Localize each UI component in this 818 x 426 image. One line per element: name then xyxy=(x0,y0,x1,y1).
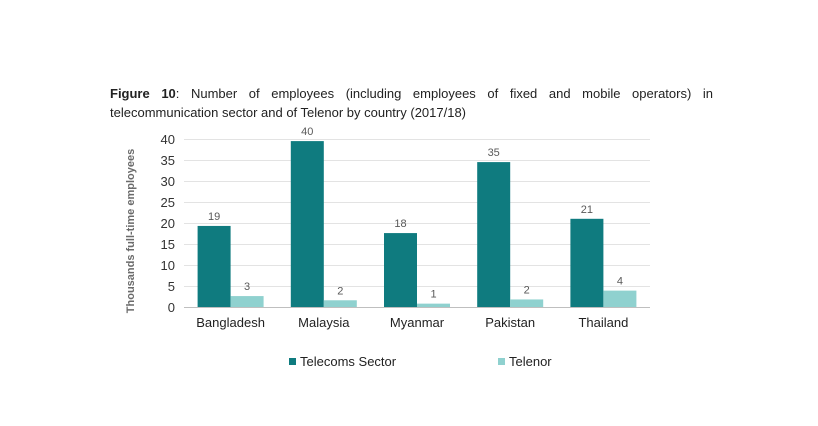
x-tick-label: Myanmar xyxy=(390,315,445,330)
bar-telenor xyxy=(603,290,637,307)
data-label: 35 xyxy=(488,147,500,159)
figure-label: Figure 10 xyxy=(110,86,176,101)
y-tick-label: 30 xyxy=(161,174,175,189)
y-tick-label: 40 xyxy=(161,132,175,147)
bar-telenor xyxy=(323,300,357,307)
x-axis-ticks: Bangladesh Malaysia Myanmar Pakistan Thailan… xyxy=(196,315,628,330)
data-label: 2 xyxy=(337,285,343,297)
legend-label: Telenor xyxy=(509,354,552,369)
legend-swatch xyxy=(289,358,296,365)
bar-telecoms-sector xyxy=(570,218,604,307)
bar-telecoms-sector xyxy=(290,141,324,307)
bar-telenor xyxy=(510,299,544,307)
bar-telenor xyxy=(230,296,264,307)
bars xyxy=(197,141,637,307)
data-label: 40 xyxy=(301,126,313,138)
y-tick-label: 20 xyxy=(161,216,175,231)
x-tick-label: Pakistan xyxy=(485,315,535,330)
bar-telecoms-sector xyxy=(477,162,511,307)
y-axis-ticks: 0 5 10 15 20 25 30 35 40 xyxy=(161,132,175,315)
bar-telecoms-sector xyxy=(197,225,231,307)
data-label: 2 xyxy=(524,284,530,296)
y-tick-label: 10 xyxy=(161,258,175,273)
data-label: 4 xyxy=(617,276,623,288)
data-label: 1 xyxy=(430,289,436,301)
y-tick-label: 35 xyxy=(161,153,175,168)
figure-caption-text: : Number of employees (including employe… xyxy=(110,86,714,120)
y-tick-label: 15 xyxy=(161,237,175,252)
legend: Telecoms Sector Telenor xyxy=(289,354,552,369)
x-tick-label: Thailand xyxy=(578,315,628,330)
figure-caption: Figure 10: Number of employees (includin… xyxy=(110,84,713,122)
data-label: 3 xyxy=(244,281,250,293)
data-label: 19 xyxy=(208,211,220,223)
x-tick-label: Bangladesh xyxy=(196,315,265,330)
data-label: 18 xyxy=(394,218,406,230)
legend-swatch xyxy=(498,358,505,365)
data-label: 21 xyxy=(581,204,593,216)
legend-label: Telecoms Sector xyxy=(300,354,397,369)
x-tick-label: Malaysia xyxy=(298,315,350,330)
y-tick-label: 5 xyxy=(168,279,175,294)
data-labels: 19 3 40 2 18 1 35 2 21 4 xyxy=(208,126,623,301)
y-tick-label: 25 xyxy=(161,195,175,210)
y-tick-label: 0 xyxy=(168,300,175,315)
bar-telenor xyxy=(417,303,450,307)
bar-telecoms-sector xyxy=(384,233,417,307)
y-axis-label: Thousands full-time employees xyxy=(125,149,137,313)
